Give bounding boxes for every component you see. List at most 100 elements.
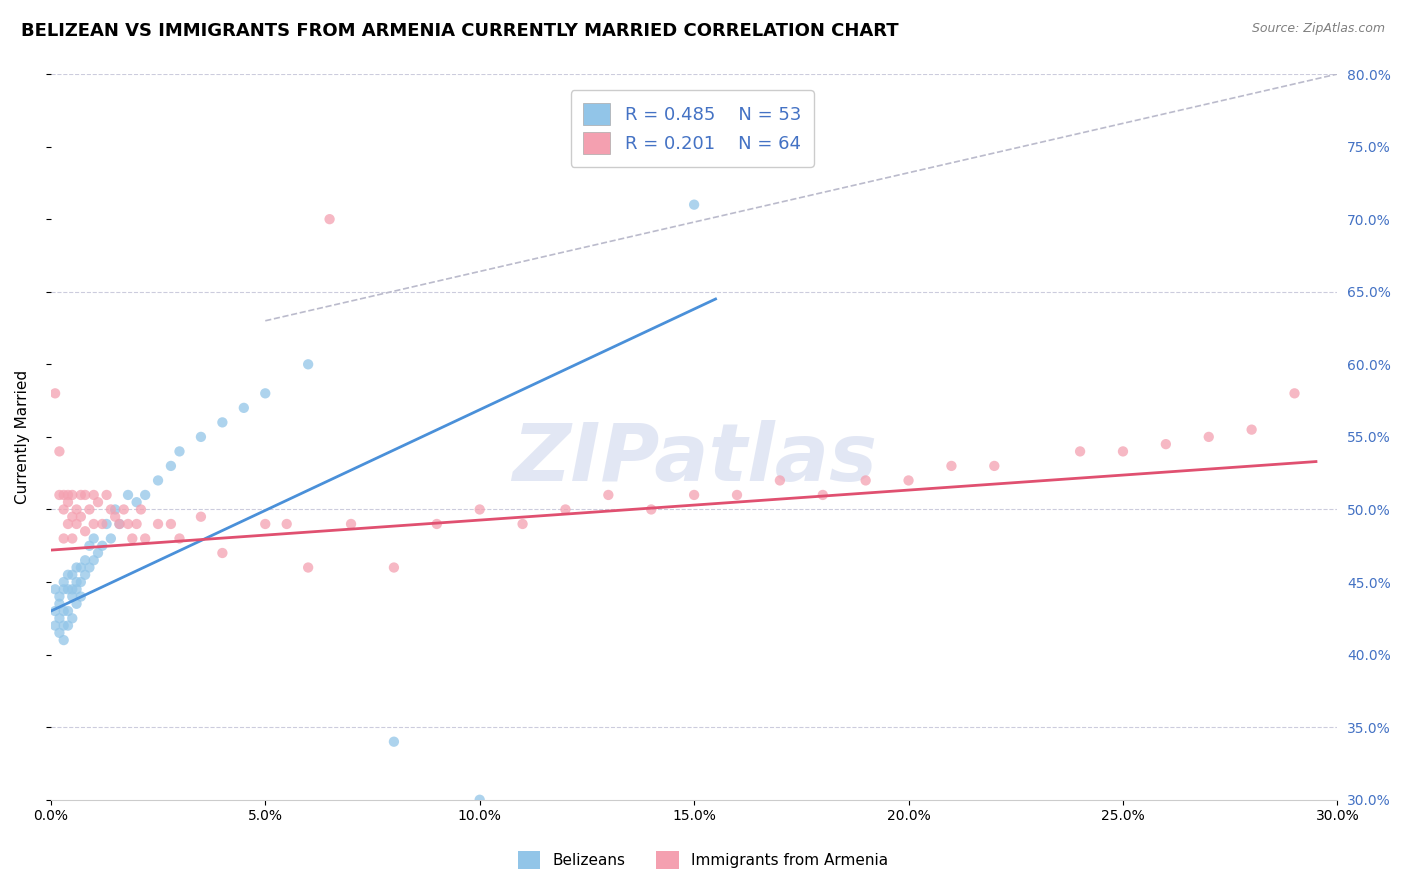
Point <box>83 553 105 567</box>
Point <box>811 488 834 502</box>
Text: ZIPatlas: ZIPatlas <box>512 419 876 498</box>
Point <box>48 625 70 640</box>
Point <box>60 532 83 546</box>
Point <box>65 502 87 516</box>
Point <box>56 618 79 632</box>
Point <box>683 488 706 502</box>
Point <box>44 604 66 618</box>
Point <box>1198 430 1220 444</box>
Text: BELIZEAN VS IMMIGRANTS FROM ARMENIA CURRENTLY MARRIED CORRELATION CHART: BELIZEAN VS IMMIGRANTS FROM ARMENIA CURR… <box>21 22 898 40</box>
Point <box>983 458 1005 473</box>
Point <box>44 386 66 401</box>
Point <box>382 735 405 749</box>
Point <box>146 516 169 531</box>
Point <box>211 546 233 560</box>
Point <box>56 516 79 531</box>
Point <box>83 532 105 546</box>
Point <box>297 357 319 371</box>
Point <box>117 516 139 531</box>
Point <box>75 524 97 539</box>
Point <box>276 516 298 531</box>
Point <box>125 516 148 531</box>
Point <box>79 560 101 574</box>
Point <box>52 502 75 516</box>
Y-axis label: Currently Married: Currently Married <box>15 370 30 504</box>
Point <box>160 516 183 531</box>
Point <box>297 560 319 574</box>
Point <box>190 509 212 524</box>
Point <box>382 560 405 574</box>
Point <box>70 488 93 502</box>
Point <box>340 516 363 531</box>
Point <box>855 474 877 488</box>
Point <box>769 474 792 488</box>
Point <box>96 488 118 502</box>
Point <box>112 502 135 516</box>
Point <box>134 532 156 546</box>
Point <box>65 597 87 611</box>
Point <box>468 793 491 807</box>
Point <box>1069 444 1091 458</box>
Legend: R = 0.485    N = 53, R = 0.201    N = 64: R = 0.485 N = 53, R = 0.201 N = 64 <box>571 90 814 167</box>
Point <box>75 488 97 502</box>
Point <box>70 575 93 590</box>
Point <box>598 488 620 502</box>
Point <box>48 590 70 604</box>
Point <box>52 575 75 590</box>
Point <box>640 502 662 516</box>
Point <box>108 516 131 531</box>
Point <box>60 582 83 597</box>
Point <box>65 516 87 531</box>
Point <box>60 611 83 625</box>
Legend: Belizeans, Immigrants from Armenia: Belizeans, Immigrants from Armenia <box>512 845 894 875</box>
Point <box>91 539 114 553</box>
Point <box>318 212 340 227</box>
Point <box>79 539 101 553</box>
Point <box>48 597 70 611</box>
Point <box>146 474 169 488</box>
Point <box>426 516 449 531</box>
Point <box>512 516 534 531</box>
Point <box>190 430 212 444</box>
Point <box>79 502 101 516</box>
Point <box>56 488 79 502</box>
Point <box>83 488 105 502</box>
Point <box>56 604 79 618</box>
Point <box>65 582 87 597</box>
Point <box>48 611 70 625</box>
Point <box>52 532 75 546</box>
Point <box>232 401 254 415</box>
Point <box>52 582 75 597</box>
Point <box>108 516 131 531</box>
Point <box>60 590 83 604</box>
Point <box>56 495 79 509</box>
Point <box>211 416 233 430</box>
Point <box>44 618 66 632</box>
Point <box>65 575 87 590</box>
Point <box>169 532 191 546</box>
Point <box>52 488 75 502</box>
Point <box>125 495 148 509</box>
Point <box>48 444 70 458</box>
Point <box>1154 437 1177 451</box>
Point <box>52 633 75 648</box>
Point <box>56 582 79 597</box>
Point <box>121 532 143 546</box>
Point <box>1112 444 1135 458</box>
Point <box>52 618 75 632</box>
Point <box>104 502 127 516</box>
Point <box>468 502 491 516</box>
Point <box>52 604 75 618</box>
Point <box>941 458 963 473</box>
Point <box>65 560 87 574</box>
Point <box>554 502 576 516</box>
Point <box>60 488 83 502</box>
Point <box>44 582 66 597</box>
Point <box>75 567 97 582</box>
Point <box>96 516 118 531</box>
Point <box>683 197 706 211</box>
Point <box>1284 386 1306 401</box>
Point <box>104 509 127 524</box>
Point <box>56 567 79 582</box>
Point <box>725 488 748 502</box>
